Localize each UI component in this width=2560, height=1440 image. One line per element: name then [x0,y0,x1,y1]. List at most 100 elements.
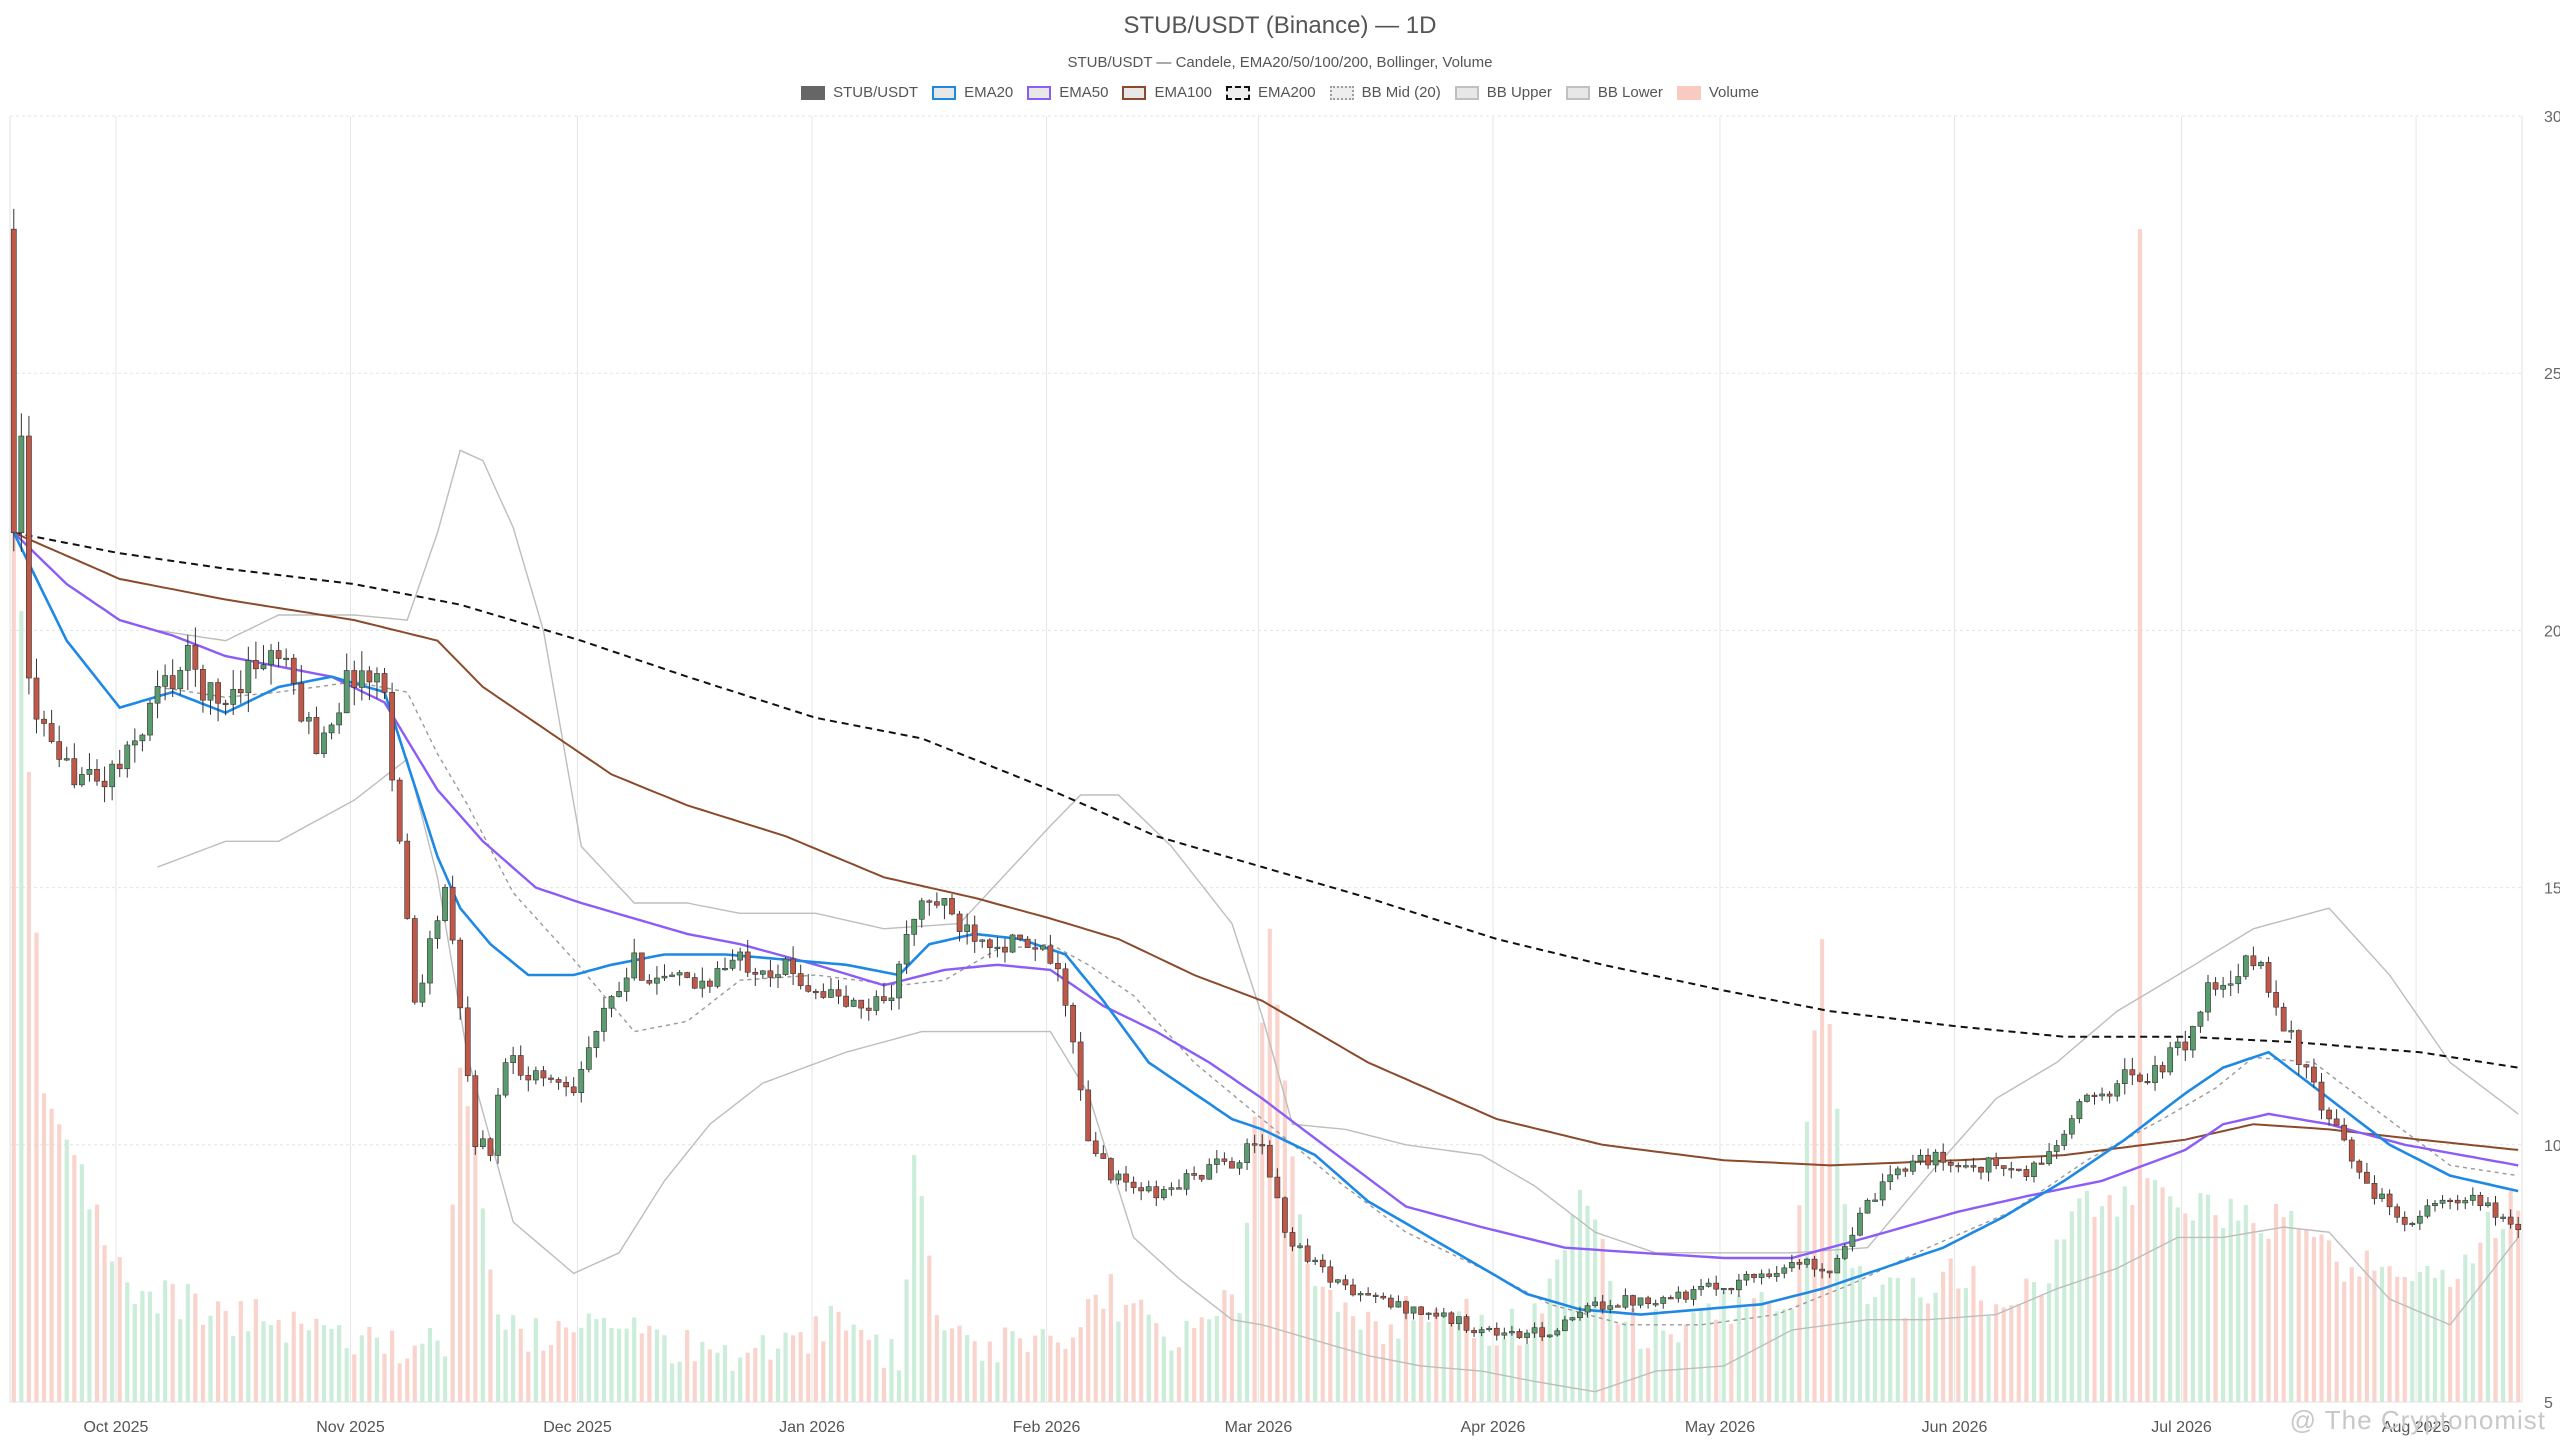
candle-down [1403,1301,1409,1314]
candle-up [2462,1200,2469,1204]
candle-down [1372,1294,1379,1297]
candle-down [1630,1295,1636,1306]
legend-swatch [932,85,957,100]
candle-up [1788,1262,1795,1269]
volume-bar [859,1329,864,1402]
volume-bar [866,1339,871,1402]
y-tick-label: 25 [2544,366,2560,383]
volume-bar [662,1335,667,1402]
volume-bar [1540,1313,1545,1402]
candle-down [351,670,358,688]
candle-up [729,959,736,969]
volume-bar [654,1329,659,1402]
candle-down [1198,1175,1205,1180]
volume-bar [548,1345,554,1402]
legend-item[interactable]: BB Lower [1565,84,1663,101]
volume-bar [1577,1189,1583,1402]
candle-up [2242,955,2249,977]
volume-bar [1018,1338,1023,1402]
volume-bar [2047,1283,2052,1402]
volume-bar [1176,1347,1182,1402]
candle-up [1637,1297,1644,1306]
legend-item[interactable]: EMA100 [1122,84,1212,101]
volume-bar [246,1331,251,1402]
legend-item[interactable]: EMA50 [1027,84,1108,101]
candle-down [1274,1176,1281,1199]
candle-down [1993,1157,2000,1166]
candle-up [775,974,781,978]
volume-bar [1366,1311,1371,1402]
candle-up [2114,1083,2121,1097]
axes: 5 10 15 20 25 30 Oct 2025 Nov 2025 Dec 2025 Jan 2… [9,109,2560,1436]
candle-down [1387,1297,1394,1308]
candle-up [2220,984,2227,990]
candle-down [1017,934,1023,940]
candle-down [1599,1301,1606,1310]
volume-bar [836,1311,841,1402]
candle-down [71,758,78,786]
candle-down [1191,1173,1197,1176]
candle-up [245,660,252,694]
volume-bar [927,1255,932,1402]
candle-down [2137,1074,2143,1082]
volume-bar [2054,1239,2059,1402]
volume-bar [2039,1295,2044,1402]
x-tick-label: Apr 2026 [1461,1419,1526,1436]
candle-down [313,717,320,755]
volume-bar [1297,1214,1303,1402]
volume-bar [564,1327,569,1402]
candle-up [2416,1215,2423,1224]
legend-item[interactable]: EMA20 [932,84,1013,101]
candle-down [1614,1305,1621,1308]
candle-up [1804,1258,1810,1265]
volume-bar [730,1370,735,1402]
candle-down [638,952,645,981]
candle-up [994,946,1001,949]
candle-up [1509,1331,1515,1334]
candle-down [1100,1153,1107,1159]
volume-bar [1101,1308,1106,1402]
legend-label: EMA50 [1059,84,1109,101]
candle-down [404,840,411,919]
volume-bar [1033,1335,1038,1402]
candle-down [1221,1158,1228,1162]
volume-bar [874,1334,879,1402]
candle-up [661,975,668,979]
volume-bar [2122,1186,2127,1402]
volume-bar [1214,1315,1219,1402]
volume-bar [442,1356,448,1402]
candle-down [2250,955,2257,967]
volume-bar [1426,1322,1431,1402]
candle-up [184,644,191,671]
candle-up [623,977,630,992]
volume-bar [2016,1304,2021,1402]
legend-label: EMA100 [1154,84,1213,101]
legend-item[interactable]: BB Upper [1454,84,1552,101]
candle-down [812,991,819,994]
candle-down [298,683,305,722]
chart-subtitle: STUB/USDT — Candele, EMA20/50/100/200, B… [1067,54,1493,71]
candle-up [1652,1303,1659,1306]
candle-down [1123,1173,1129,1183]
volume-bar [503,1329,508,1402]
legend-item[interactable]: STUB/USDT [801,84,918,101]
legend-item[interactable]: BB Mid (20) [1329,84,1441,101]
legend-label: BB Lower [1597,84,1663,101]
candle-up [502,1062,509,1096]
candle-down [1304,1245,1311,1262]
candle-up [109,763,116,788]
volume-bar [2334,1261,2339,1402]
volume-bar [1305,1263,1310,1402]
candle-down [1728,1288,1735,1291]
legend-item[interactable]: EMA200 [1226,84,1316,101]
candle-down [2454,1199,2461,1204]
volume-bar [2077,1198,2082,1402]
volume-bar [828,1305,834,1402]
candle-down [1902,1168,1909,1172]
volume-bar [813,1316,818,1402]
legend-label: Volume [1708,84,1759,101]
legend-item[interactable]: Volume [1676,84,1759,101]
watermark: @ The Cryptonomist [2289,1405,2546,1435]
candle-up [419,982,426,1003]
candle-down [646,980,653,984]
